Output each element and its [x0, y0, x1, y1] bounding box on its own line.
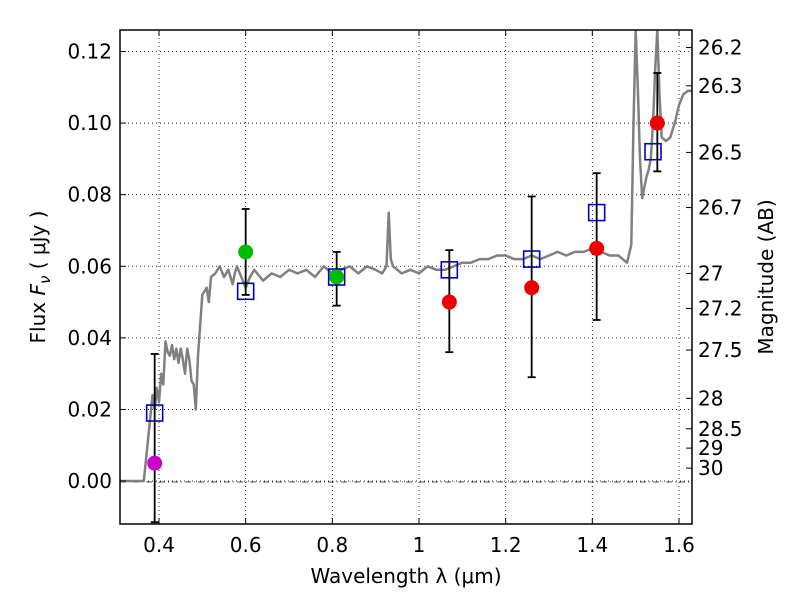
y-tick-label: 0.08 — [67, 183, 112, 207]
magnitude-tick-label: 29 — [698, 436, 723, 460]
y-tick-label: 0.00 — [67, 469, 112, 493]
magnitude-tick-label: 28 — [698, 386, 723, 410]
y-tick-label: 0.02 — [67, 397, 112, 421]
model-photometry-square — [644, 142, 662, 161]
x-tick-label: 1.6 — [663, 533, 695, 557]
x-tick-label: 1 — [413, 533, 426, 557]
observed-point — [649, 115, 665, 131]
x-tick-label: 0.4 — [143, 533, 175, 557]
y-tick-label: 0.12 — [67, 39, 112, 63]
x-tick-label: 0.6 — [230, 533, 262, 557]
magnitude-tick-label: 26.3 — [698, 74, 743, 98]
magnitude-tick-label: 28.5 — [698, 417, 743, 441]
magnitude-tick-label: 26.7 — [698, 196, 743, 220]
observed-point — [147, 455, 163, 471]
x-axis-title: Wavelength λ (μm) — [310, 564, 501, 588]
magnitude-tick-label: 26.2 — [698, 36, 743, 60]
axis-ticks: 0.4 0.6 0.8 1 1.2 1.4 1.6 0.00 0.02 0.04 0.06 0.08 0… — [67, 30, 743, 557]
y-tick-label: 0.10 — [67, 111, 112, 135]
grid — [120, 30, 692, 524]
magnitude-tick-label: 27.2 — [698, 297, 743, 321]
plot-frame — [119, 29, 693, 525]
y-axis-title: Flux Fν ( μJy ) — [26, 211, 54, 344]
observed-point — [441, 294, 457, 310]
y-tick-label: 0.06 — [67, 254, 112, 278]
plot-area — [120, 30, 692, 524]
magnitude-tick-label: 27 — [698, 261, 723, 285]
observed-point — [524, 280, 540, 296]
magnitude-tick-label: 30 — [698, 456, 723, 480]
y2-axis-title: Magnitude (AB) — [754, 199, 778, 354]
observed-point — [589, 240, 605, 256]
magnitude-tick-label: 27.5 — [698, 338, 743, 362]
magnitude-tick-label: 26.5 — [698, 140, 743, 164]
x-tick-label: 1.2 — [490, 533, 522, 557]
observed-point — [329, 269, 345, 285]
y-tick-label: 0.04 — [67, 326, 112, 350]
observed-point — [238, 244, 254, 260]
x-tick-label: 0.8 — [316, 533, 348, 557]
model-spectrum-line — [120, 30, 692, 483]
x-tick-label: 1.4 — [576, 533, 608, 557]
